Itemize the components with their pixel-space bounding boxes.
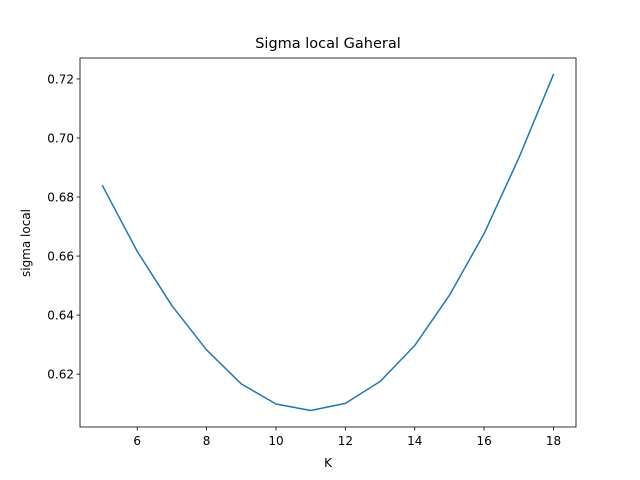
x-tick-label: 16 [476,434,491,448]
y-tick-label: 0.66 [47,250,74,264]
x-tick-label: 8 [203,434,211,448]
axes: 6 8 10 12 14 16 18 0.62 0.64 0.66 0.68 0.70 0.72 [47,57,577,448]
x-tick-label: 6 [133,434,141,448]
y-tick-label: 0.68 [47,191,74,205]
y-tick-label: 0.64 [47,309,74,323]
y-tick-label: 0.70 [47,131,74,145]
x-tick-label: 18 [546,434,561,448]
axes-frame [79,57,577,428]
x-tick-label: 12 [338,434,353,448]
chart-title: Sigma local Gaheral [255,36,401,52]
x-axis-label: K [324,456,333,470]
y-axis-label: sigma local [19,209,33,277]
x-tick-label: 14 [407,434,422,448]
y-tick-label: 0.62 [47,368,74,382]
plot-area [101,73,555,412]
series-line-0 [101,73,555,412]
y-tick-label: 0.72 [47,72,74,86]
x-tick-label: 10 [268,434,283,448]
